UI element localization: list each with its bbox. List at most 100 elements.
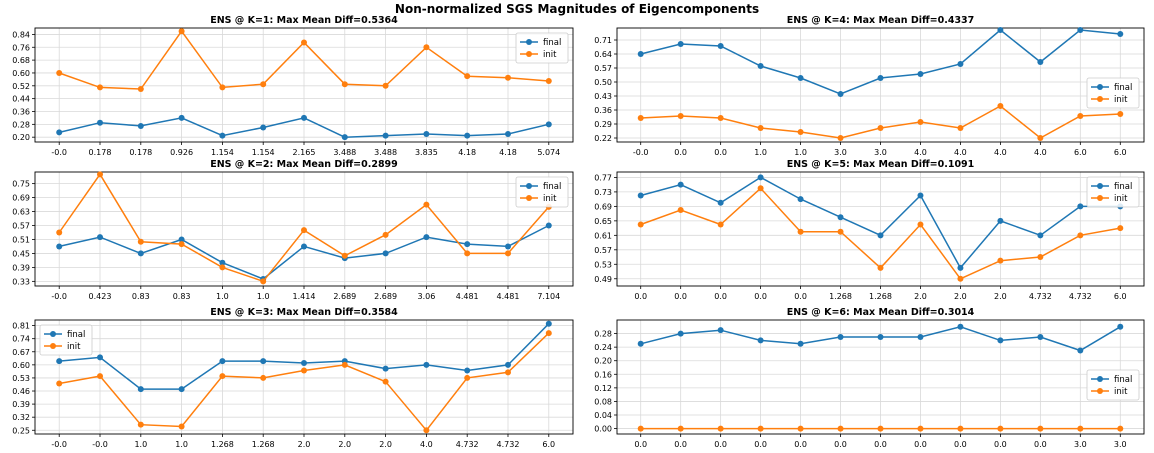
x-tick-label: -0.0 — [92, 440, 108, 449]
axes-frame — [34, 319, 574, 435]
x-tick-label: 0.0 — [1034, 440, 1047, 449]
x-tick-label: 0.423 — [89, 292, 112, 301]
x-tick-label: -0.0 — [633, 148, 649, 157]
y-tick-label: 0.75 — [12, 180, 30, 189]
x-tick-label: 1.0 — [257, 292, 270, 301]
legend: final init — [515, 176, 569, 208]
data-point-init — [137, 238, 144, 245]
y-tick-label: 0.36 — [12, 107, 30, 116]
data-point-init — [545, 330, 552, 337]
data-point-final — [219, 259, 226, 266]
figure-title: Non-normalized SGS Magnitudes of Eigenco… — [394, 2, 760, 16]
data-point-final — [637, 192, 644, 199]
x-tick-label: -0.0 — [51, 440, 67, 449]
data-point-init — [56, 229, 63, 236]
data-point-final — [877, 75, 884, 81]
y-tick-label: 0.57 — [594, 246, 612, 255]
y-tick-label: 0.68 — [12, 56, 30, 65]
x-tick-label: 1.268 — [869, 292, 892, 301]
data-point-final — [997, 27, 1004, 33]
data-point-final — [717, 43, 724, 49]
data-point-init — [1117, 425, 1124, 432]
y-tick-label: 0.25 — [12, 426, 30, 435]
data-point-init — [677, 113, 684, 119]
data-point-init — [545, 77, 552, 84]
legend: final init — [515, 32, 569, 64]
data-point-final — [1037, 59, 1044, 65]
legend-swatch-marker — [1097, 388, 1103, 394]
data-point-init — [301, 39, 307, 46]
data-point-final — [1037, 232, 1044, 239]
data-point-final — [797, 340, 804, 347]
x-tick-label: 3.488 — [333, 148, 356, 157]
data-point-init — [464, 250, 471, 257]
data-point-final — [382, 365, 389, 372]
x-tick-label: 4.732 — [1069, 292, 1092, 301]
x-tick-label: 6.0 — [1074, 148, 1087, 157]
x-tick-label: 4.481 — [497, 292, 520, 301]
x-tick-label: 6.0 — [1114, 148, 1127, 157]
data-point-init — [219, 84, 226, 91]
y-tick-label: 0.69 — [594, 202, 612, 211]
y-tick-label: 0.60 — [12, 361, 30, 370]
legend-swatch-marker — [1097, 183, 1103, 189]
data-point-init — [178, 423, 185, 430]
x-tick-label: 2.165 — [293, 148, 316, 157]
data-point-init — [219, 373, 226, 380]
legend: final init — [39, 324, 93, 356]
x-tick-label: 1.268 — [211, 440, 234, 449]
x-tick-label: 1.0 — [794, 148, 807, 157]
data-point-final — [56, 243, 63, 250]
y-tick-label: 0.46 — [12, 387, 30, 396]
y-tick-label: 0.64 — [594, 50, 612, 59]
data-point-final — [423, 234, 430, 241]
y-tick-label: 0.60 — [12, 69, 30, 78]
data-point-init — [997, 103, 1004, 109]
subplot-5: ENS @ K=3: Max Mean Diff=0.3584 -0.0 -0.0 1… — [12, 307, 574, 449]
x-tick-label: 0.83 — [132, 292, 150, 301]
x-tick-label: 2.689 — [374, 292, 397, 301]
y-tick-label: 0.22 — [594, 134, 612, 143]
y-tick-label: 0.53 — [12, 374, 30, 383]
data-point-init — [97, 171, 104, 178]
data-point-init — [677, 425, 684, 432]
data-point-init — [56, 380, 63, 387]
data-point-final — [137, 122, 144, 129]
x-tick-label: 0.0 — [674, 440, 687, 449]
x-tick-label: 4.0 — [914, 148, 927, 157]
data-point-final — [837, 214, 844, 221]
y-tick-label: 0.29 — [594, 120, 612, 129]
data-point-init — [301, 367, 307, 374]
data-point-final — [56, 358, 63, 365]
x-tick-label: 0.0 — [874, 440, 887, 449]
data-point-final — [301, 114, 307, 121]
legend-label: init — [543, 50, 557, 60]
y-tick-label: 0.28 — [594, 330, 612, 339]
y-tick-label: 0.69 — [12, 194, 30, 203]
y-tick-label: 0.28 — [12, 120, 30, 129]
data-point-init — [423, 427, 430, 434]
data-point-final — [178, 236, 185, 243]
legend-label: final — [543, 182, 561, 192]
data-point-init — [382, 231, 389, 238]
subplot-title: ENS @ K=1: Max Mean Diff=0.5364 — [210, 15, 398, 26]
y-tick-label: 0.32 — [12, 413, 30, 422]
x-tick-label: 1.154 — [211, 148, 234, 157]
data-point-final — [677, 41, 684, 47]
data-point-init — [717, 425, 724, 432]
data-point-init — [837, 425, 844, 432]
x-tick-label: 4.481 — [456, 292, 479, 301]
data-point-final — [464, 367, 471, 374]
legend-swatch-marker — [526, 51, 532, 57]
data-point-init — [1117, 111, 1124, 117]
data-point-init — [877, 425, 884, 432]
x-tick-label: 4.18 — [458, 148, 476, 157]
y-tick-label: 0.49 — [594, 275, 612, 284]
data-point-init — [423, 201, 430, 208]
x-tick-label: 6.0 — [542, 440, 555, 449]
y-tick-label: 0.57 — [594, 64, 612, 73]
data-point-final — [877, 333, 884, 340]
data-point-final — [957, 323, 964, 330]
x-tick-label: 0.178 — [89, 148, 112, 157]
y-tick-label: 0.12 — [594, 384, 612, 393]
